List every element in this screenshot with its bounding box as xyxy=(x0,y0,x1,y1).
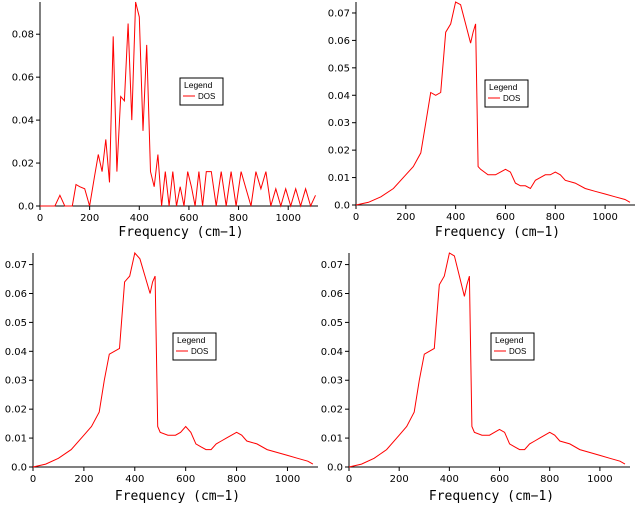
y-tick-label: 0.0 xyxy=(327,463,343,474)
y-tick-label: 0.06 xyxy=(321,289,343,300)
legend-box xyxy=(484,79,529,108)
y-tick-label: 0.07 xyxy=(5,260,27,271)
legend-box xyxy=(179,77,224,106)
x-tick-label: 1000 xyxy=(587,474,612,485)
x-tick-label: 0 xyxy=(37,213,43,224)
legend: Legend DOS xyxy=(172,332,217,361)
y-tick-label: 0.02 xyxy=(321,405,343,416)
legend-item-label: DOS xyxy=(509,347,526,356)
x-tick-label: 1000 xyxy=(275,213,300,224)
y-tick-label: 0.07 xyxy=(328,8,350,19)
x-tick-label: 200 xyxy=(390,474,409,485)
y-tick-label: 0.06 xyxy=(5,289,27,300)
x-axis-label: Frequency (cm−1) xyxy=(115,489,240,504)
legend-title: Legend xyxy=(489,82,518,92)
x-tick-label: 400 xyxy=(125,474,144,485)
x-tick-label: 1000 xyxy=(592,212,617,223)
y-tick-label: 0.0 xyxy=(18,202,34,213)
legend: Legend DOS xyxy=(179,77,224,106)
y-tick-label: 0.02 xyxy=(5,405,27,416)
y-tick-label: 0.05 xyxy=(5,318,27,329)
y-tick-label: 0.02 xyxy=(328,146,350,157)
legend: Legend DOS xyxy=(484,79,529,108)
y-tick-label: 0.0 xyxy=(334,201,350,212)
y-tick-label: 0.04 xyxy=(5,347,27,358)
y-tick-label: 0.08 xyxy=(12,30,34,41)
x-tick-label: 400 xyxy=(446,212,465,223)
x-tick-label: 0 xyxy=(346,474,352,485)
x-tick-label: 0 xyxy=(30,474,36,485)
x-tick-label: 800 xyxy=(540,474,559,485)
x-tick-label: 200 xyxy=(74,474,93,485)
series-line-dos xyxy=(348,252,626,468)
x-tick-label: 600 xyxy=(179,213,198,224)
x-tick-label: 1000 xyxy=(275,474,300,485)
legend-title: Legend xyxy=(177,335,206,345)
y-tick-label: 0.05 xyxy=(328,63,350,74)
x-tick-label: 600 xyxy=(176,474,195,485)
y-tick-label: 0.04 xyxy=(328,91,350,102)
y-tick-label: 0.04 xyxy=(12,116,34,127)
series-line-dos xyxy=(32,251,314,468)
y-tick-label: 0.06 xyxy=(328,36,350,47)
y-tick-label: 0.01 xyxy=(328,173,350,184)
series-line-dos xyxy=(355,1,631,206)
y-tick-label: 0.03 xyxy=(5,376,27,387)
y-tick-label: 0.04 xyxy=(321,347,343,358)
x-tick-label: 600 xyxy=(490,474,509,485)
legend-item-label: DOS xyxy=(503,94,520,103)
y-tick-label: 0.05 xyxy=(321,318,343,329)
y-tick-label: 0.01 xyxy=(5,434,27,445)
chart-panel-4: 0 200 400 600 800 1000 0.0 0.01 0.02 0.03 0.04 0.05… xyxy=(321,252,630,504)
x-axis-label: Frequency (cm−1) xyxy=(435,225,560,240)
legend-item-label: DOS xyxy=(198,92,215,101)
x-tick-label: 400 xyxy=(130,213,149,224)
y-tick-label: 0.03 xyxy=(328,118,350,129)
y-tick-label: 0.0 xyxy=(11,463,27,474)
x-tick-label: 800 xyxy=(229,213,248,224)
y-tick-label: 0.07 xyxy=(321,260,343,271)
x-tick-label: 800 xyxy=(227,474,246,485)
legend-box xyxy=(490,332,535,361)
chart-panel-3: 0 200 400 600 800 1000 0.0 0.01 0.02 0.03 0.04 0.05… xyxy=(5,251,318,504)
x-tick-label: 200 xyxy=(80,213,99,224)
x-axis-label: Frequency (cm−1) xyxy=(429,489,554,504)
x-tick-label: 200 xyxy=(396,212,415,223)
legend: Legend DOS xyxy=(490,332,535,361)
x-axis-label: Frequency (cm−1) xyxy=(118,225,243,240)
chart-panel-2: 0 200 400 600 800 1000 0.0 0.01 0.02 0.03 0.04 0.05… xyxy=(328,1,635,240)
y-tick-label: 0.03 xyxy=(321,376,343,387)
y-tick-label: 0.01 xyxy=(321,434,343,445)
legend-box xyxy=(172,332,217,361)
legend-title: Legend xyxy=(184,80,213,90)
y-tick-label: 0.06 xyxy=(12,73,34,84)
x-tick-label: 0 xyxy=(353,212,359,223)
x-tick-label: 400 xyxy=(440,474,459,485)
x-tick-label: 600 xyxy=(496,212,515,223)
chart-panel-1: 0 200 400 600 800 1000 0.0 0.02 0.04 0.06 0.08 Freq… xyxy=(12,1,318,240)
y-tick-label: 0.02 xyxy=(12,159,34,170)
series-line-dos xyxy=(40,1,316,208)
x-tick-label: 800 xyxy=(546,212,565,223)
legend-item-label: DOS xyxy=(191,347,208,356)
legend-title: Legend xyxy=(495,335,524,345)
